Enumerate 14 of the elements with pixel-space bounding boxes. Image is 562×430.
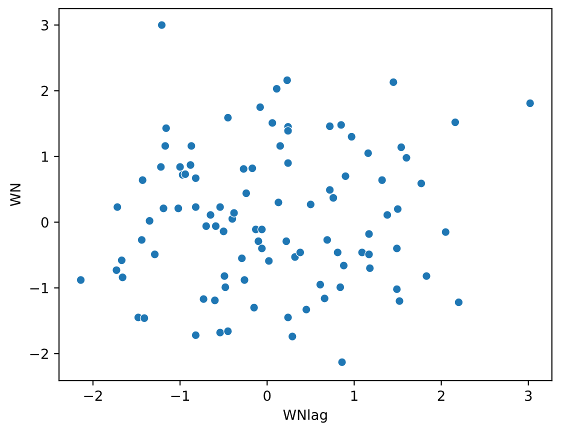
y-tick-label: 0 [41, 217, 48, 228]
y-tick-label: −2 [30, 348, 48, 359]
y-tick-label: 1 [42, 152, 48, 162]
x-tick-label: 1 [351, 390, 358, 401]
x-tick-label: 3 [525, 390, 532, 402]
y-tick-label: 3 [42, 20, 48, 31]
x-tick-label: −1 [171, 390, 190, 401]
x-tick-label: 0 [264, 390, 271, 402]
y-tick-label: 2 [41, 86, 48, 96]
x-tick-label: 2 [438, 390, 444, 401]
y-tick-label: −1 [30, 283, 48, 294]
y-axis-title: WN [10, 184, 20, 206]
x-axis-title: WNlag [283, 409, 327, 423]
x-tick-label: −2 [84, 390, 102, 401]
